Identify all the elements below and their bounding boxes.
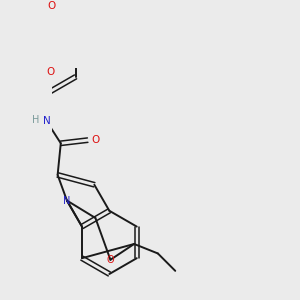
Text: N: N [43,116,50,126]
Text: O: O [46,67,54,77]
Text: O: O [47,1,56,11]
Text: O: O [106,255,114,265]
Text: N: N [63,196,70,206]
Text: O: O [92,135,100,145]
Text: H: H [32,115,39,124]
